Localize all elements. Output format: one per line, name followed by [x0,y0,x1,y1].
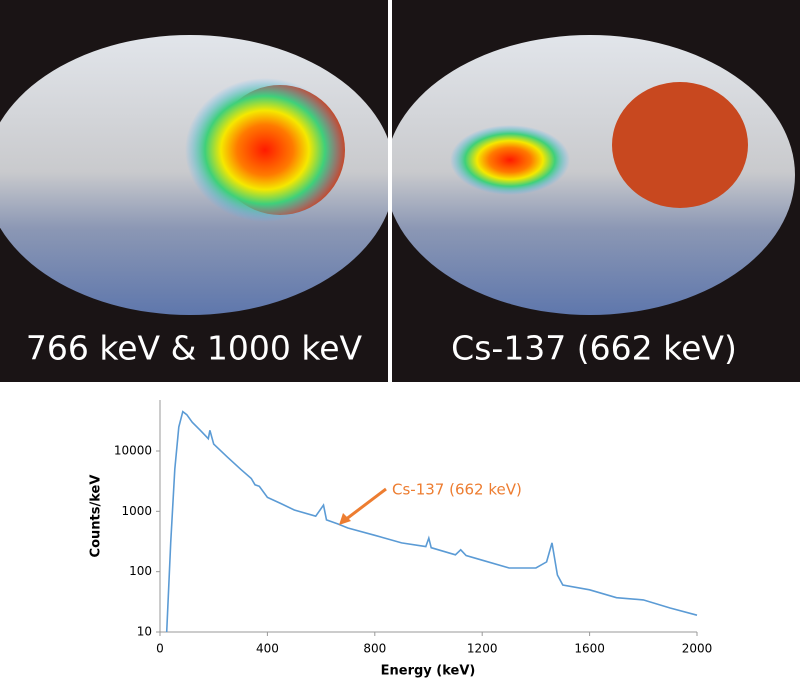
x-axis-label: Energy (keV) [381,664,476,679]
annotation-arrow [344,487,387,522]
camera-view [392,35,795,315]
caption: 766 keV & 1000 keV [26,329,363,368]
camera-view [0,35,388,315]
chart-background [0,382,800,686]
x-tick-label: 1200 [467,642,498,656]
x-tick-label: 1600 [574,642,605,656]
annotation: Cs-137 (662 keV) [392,481,522,499]
x-tick-label: 800 [363,642,386,656]
x-tick-label: 400 [256,642,279,656]
y-tick-label: 10000 [114,443,152,457]
divider [388,0,392,382]
y-axis-label: Counts/keV [89,475,104,558]
y-tick-label: 100 [129,564,152,578]
annotation-arrowhead [339,513,351,525]
caption: Cs-137 (662 keV) [451,329,737,368]
x-tick-label: 0 [156,642,164,656]
y-tick-label: 1000 [121,504,152,518]
y-tick-label: 10 [137,625,152,639]
x-tick-label: 2000 [682,642,713,656]
spectrum-line [165,410,698,633]
